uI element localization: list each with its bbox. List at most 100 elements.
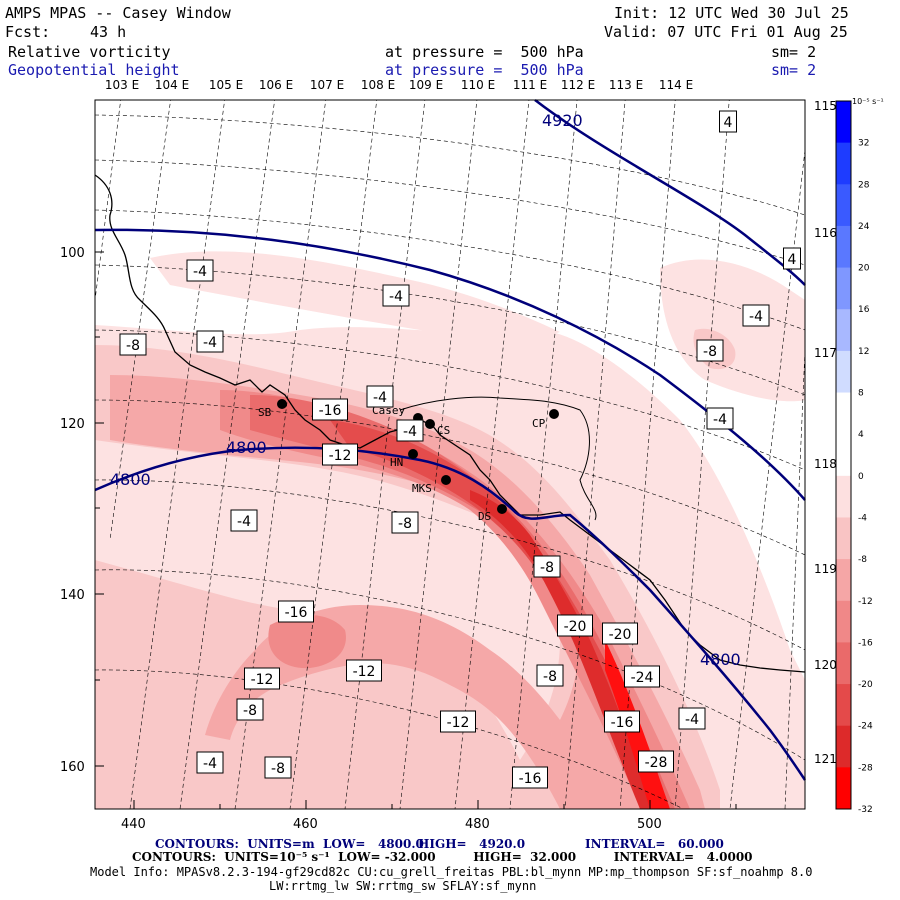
- vorticity-label-box: [196, 330, 224, 353]
- colorbar-label: -20: [858, 680, 873, 690]
- vorticity-label-box: [783, 247, 801, 270]
- vorticity-label: -4: [193, 264, 207, 280]
- colorbar-label: 12: [858, 347, 869, 357]
- colorbar-label: 4: [858, 430, 864, 440]
- stations: SB Casey CS HN MKS DS CP: [258, 399, 559, 523]
- colorbar-segment: [836, 225, 851, 269]
- vorticity-label-box: [244, 667, 280, 690]
- field2-level: at pressure = 500 hPa: [385, 61, 584, 79]
- x-tick-440: 440: [121, 817, 146, 832]
- height-contour-label-4920: 4920: [542, 111, 583, 130]
- station-marker-cp: [549, 409, 559, 419]
- forecast-hour: 43 h: [90, 23, 127, 41]
- station-marker-mks: [441, 475, 451, 485]
- vorticity-label-box: [312, 398, 348, 421]
- colorbar-segment: [836, 684, 851, 727]
- colorbar-segment: [836, 475, 851, 518]
- vorticity-label: -4: [403, 424, 417, 440]
- vorticity-label: -12: [329, 448, 352, 464]
- colorbar-segment: [836, 434, 851, 477]
- colorbar-label: -24: [858, 722, 873, 732]
- colorbar-segment: [836, 142, 851, 185]
- longitude-labels-top: 103 E 104 E 105 E 106 E 107 E 108 E 109 E 110 E…: [105, 78, 693, 92]
- vorticity-label-box: [196, 751, 224, 774]
- y-tick-160: 160: [60, 760, 85, 775]
- height-contour-label-4800-b: 4800: [226, 438, 267, 457]
- meridian-105e: [129, 100, 225, 809]
- footer-height-high: HIGH= 4920.0: [418, 837, 526, 851]
- colorbar-frame: [835, 100, 852, 810]
- parallel-6: [95, 399, 805, 556]
- vorticity-label: -16: [285, 605, 308, 621]
- longitude-label-top: 109 E: [409, 78, 443, 92]
- vorticity-label-box: [396, 419, 424, 442]
- field1-level: at pressure = 500 hPa: [385, 43, 584, 61]
- vorticity-label-box: [719, 110, 737, 133]
- meridian-116e: [729, 149, 805, 809]
- colorbar-label: 0: [858, 472, 864, 482]
- colorbar-segment: [836, 392, 851, 435]
- vorticity-label: -4: [203, 335, 217, 351]
- valid-time: Valid: 07 UTC Fri 01 Aug 25: [604, 23, 848, 41]
- parallel-1: [95, 114, 805, 216]
- vorticity-label: -4: [373, 390, 387, 406]
- vorticity-fill-minus4-north: [150, 251, 560, 340]
- vorticity-label: -16: [519, 771, 542, 787]
- footer-model-info: Model Info: MPASv8.2.3-194-gf29cd82c CU:…: [90, 865, 813, 879]
- meridian-110e: [399, 100, 478, 809]
- vorticity-label: -4: [237, 514, 251, 530]
- meridian-114e: [619, 100, 676, 809]
- vorticity-label-box: [230, 509, 258, 532]
- vorticity-label: -8: [271, 761, 285, 777]
- meridian-111e: [454, 100, 530, 809]
- station-label-sb: SB: [258, 406, 272, 419]
- axis-ticks: [95, 251, 737, 809]
- longitude-label-top: 110 E: [461, 78, 495, 92]
- station-label-hn: HN: [390, 456, 403, 469]
- y-tick-100: 100: [60, 246, 85, 261]
- parallel-8: [95, 569, 805, 761]
- meridian-109e: [344, 100, 426, 809]
- vorticity-label: -8: [126, 338, 140, 354]
- vorticity-label-box: [512, 766, 548, 789]
- y-tick-120: 120: [60, 417, 85, 432]
- x-tick-480: 480: [465, 817, 490, 832]
- vorticity-label: 4: [724, 115, 733, 131]
- field1-name: Relative vorticity: [8, 43, 171, 61]
- colorbar-label: -28: [858, 763, 873, 773]
- vorticity-label: -4: [685, 712, 699, 728]
- vorticity-label-box: [382, 284, 410, 307]
- vorticity-label-box: [366, 385, 394, 408]
- vorticity-label-box: [236, 698, 264, 721]
- colorbar-segment: [836, 559, 851, 602]
- colorbar-segment: [836, 101, 851, 144]
- longitude-label-top: 114 E: [659, 78, 693, 92]
- colorbar-segment: [836, 267, 851, 310]
- station-marker-sb: [277, 399, 287, 409]
- height-contour-label-4800-c: 4800: [700, 650, 741, 669]
- vorticity-label-box: [536, 664, 564, 687]
- vorticity-label: -4: [389, 289, 403, 305]
- vorticity-label: -20: [609, 627, 632, 643]
- vorticity-label: -8: [543, 669, 557, 685]
- longitude-label-top: 107 E: [310, 78, 344, 92]
- parallel-7: [95, 479, 805, 651]
- parallel-2: [95, 159, 805, 266]
- colorbar-label: 16: [858, 305, 870, 315]
- meridian-103e: [95, 100, 122, 301]
- colorbar-segment: [836, 767, 851, 810]
- longitude-label-top: 113 E: [609, 78, 643, 92]
- forecast-label: Fcst:: [5, 23, 51, 41]
- colorbar-label: -4: [858, 513, 867, 523]
- longitude-label-top: 108 E: [361, 78, 395, 92]
- height-contour-4800: [94, 446, 807, 781]
- field2-smoothing: sm= 2: [771, 61, 817, 79]
- vorticity-label-box: [186, 259, 214, 282]
- longitude-label-top: 104 E: [155, 78, 189, 92]
- vorticity-label-box: [346, 659, 382, 682]
- colorbar-label: 24: [858, 222, 870, 232]
- vorticity-label-box: [602, 622, 638, 645]
- vorticity-label-box: [533, 555, 561, 578]
- vorticity-label-box: [638, 750, 674, 773]
- longitude-label-top: 111 E: [513, 78, 547, 92]
